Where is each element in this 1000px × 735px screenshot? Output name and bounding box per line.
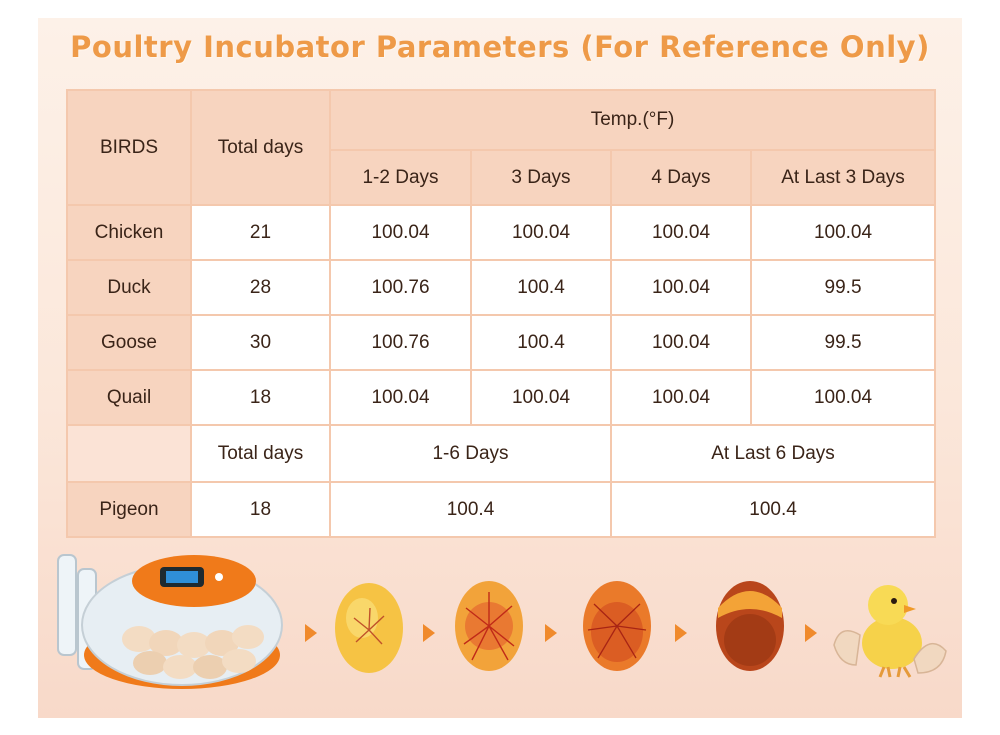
total-days-cell: 18	[190, 369, 331, 426]
temp-cell: 100.76	[329, 259, 472, 316]
pigeon-subheader-row: Total days 1-6 Days At Last 6 Days	[66, 424, 937, 483]
total-days-header: Total days	[190, 89, 331, 206]
day-header: At Last 3 Days	[749, 149, 937, 206]
day-header: 3 Days	[470, 149, 612, 206]
arrow-icon	[805, 624, 817, 642]
incubator-icon	[57, 554, 283, 689]
temp-cell: 100.4	[609, 481, 937, 538]
temp-cell: 99.5	[749, 314, 937, 371]
empty-cell	[66, 424, 192, 483]
table-row: Pigeon 18 100.4 100.4	[66, 481, 937, 538]
table-row: Quail 18 100.04 100.04 100.04 100.04	[66, 369, 937, 426]
bird-name: Goose	[66, 314, 192, 371]
arrow-icon	[305, 624, 317, 642]
bird-name: Quail	[66, 369, 192, 426]
arrow-icon	[675, 624, 687, 642]
total-days-header: Total days	[190, 424, 331, 483]
bird-name: Duck	[66, 259, 192, 316]
incubator-parameters-table: BIRDS Total days Temp.(°F) 1-2 Days 3 Da…	[66, 89, 937, 538]
day-header: At Last 6 Days	[609, 424, 937, 483]
temp-cell: 100.04	[329, 204, 472, 261]
temp-cell: 100.04	[610, 369, 752, 426]
day-header: 1-6 Days	[329, 424, 612, 483]
bird-name: Chicken	[66, 204, 192, 261]
temp-cell: 100.04	[749, 204, 937, 261]
table-row: Goose 30 100.76 100.4 100.04 99.5	[66, 314, 937, 371]
total-days-cell: 18	[190, 481, 331, 538]
day-header: 4 Days	[610, 149, 752, 206]
egg-stage-3-icon	[583, 581, 651, 671]
table-row: Duck 28 100.76 100.4 100.04 99.5	[66, 259, 937, 316]
temp-cell: 100.04	[470, 204, 612, 261]
temp-cell: 99.5	[749, 259, 937, 316]
chick-icon	[833, 585, 947, 678]
temp-cell: 100.04	[610, 259, 752, 316]
page-title: Poultry Incubator Parameters (For Refere…	[70, 30, 930, 64]
egg-stage-2-icon	[455, 581, 523, 671]
temp-cell: 100.4	[470, 314, 612, 371]
temp-cell: 100.4	[470, 259, 612, 316]
temp-cell: 100.04	[329, 369, 472, 426]
temp-cell: 100.04	[470, 369, 612, 426]
total-days-cell: 30	[190, 314, 331, 371]
temp-cell: 100.04	[610, 314, 752, 371]
temp-cell: 100.76	[329, 314, 472, 371]
total-days-cell: 21	[190, 204, 331, 261]
egg-stage-4-icon	[716, 581, 784, 671]
temp-cell: 100.04	[749, 369, 937, 426]
total-days-cell: 28	[190, 259, 331, 316]
temp-cell: 100.04	[610, 204, 752, 261]
day-header: 1-2 Days	[329, 149, 472, 206]
hatching-illustration	[40, 545, 960, 715]
temp-cell: 100.4	[329, 481, 612, 538]
arrow-icon	[545, 624, 557, 642]
bird-name: Pigeon	[66, 481, 192, 538]
birds-header: BIRDS	[66, 89, 192, 206]
egg-stage-1-icon	[335, 583, 403, 673]
table-row: Chicken 21 100.04 100.04 100.04 100.04	[66, 204, 937, 261]
arrow-icon	[423, 624, 435, 642]
temp-header: Temp.(°F)	[328, 89, 937, 151]
